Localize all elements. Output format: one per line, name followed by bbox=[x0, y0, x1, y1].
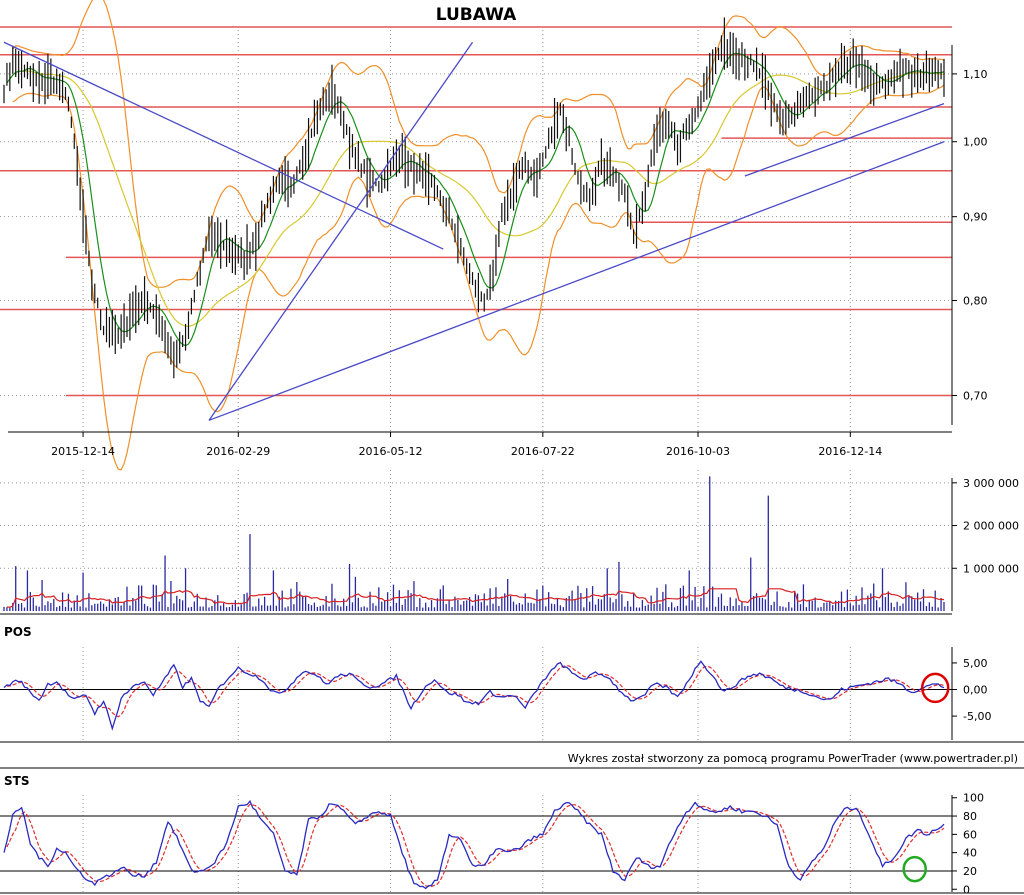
pos-highlight-circle bbox=[920, 672, 950, 704]
price-x-tick-label: 2015-12-14 bbox=[51, 445, 115, 458]
trend-line bbox=[744, 103, 945, 177]
pos-panel: 5,00 0,00 -5,00 bbox=[0, 647, 1024, 769]
trend-line bbox=[3, 41, 444, 250]
oscillator-y-tick-label: 40 bbox=[963, 847, 977, 860]
oscillator-y-tick-label: 20 bbox=[963, 865, 977, 878]
volume-y-tick-label: 2 000 000 bbox=[963, 520, 1019, 533]
oscillator-main-line bbox=[3, 799, 945, 890]
price-x-tick-label: 2016-07-22 bbox=[511, 445, 575, 458]
bollinger-upper-line bbox=[12, 0, 945, 288]
volume-y-tick-label: 1 000 000 bbox=[963, 562, 1019, 575]
oscillator-signal-line bbox=[6, 665, 945, 718]
oscillator-main-line bbox=[3, 660, 945, 731]
oscillator-y-tick-label: 60 bbox=[963, 828, 977, 841]
chart-title: LUBAWA bbox=[436, 5, 517, 25]
volume-panel: 1 000 000 2 000 000 3 000 000 bbox=[0, 470, 1019, 615]
oscillator-y-tick-label: 5,00 bbox=[963, 657, 988, 670]
price-y-tick-label: 1,00 bbox=[963, 136, 988, 149]
volume-average-line bbox=[6, 588, 945, 608]
sts-panel-label: STS bbox=[4, 774, 29, 788]
price-x-tick-label: 2016-10-03 bbox=[666, 445, 730, 458]
sma-fast-line bbox=[6, 52, 945, 347]
sts-highlight-circle bbox=[902, 855, 927, 883]
price-panel: 0,70 0,80 0,90 1,00 1,10 2015-12-14 2016-02-29… bbox=[0, 0, 988, 471]
oscillator-signal-line bbox=[6, 803, 945, 888]
price-x-tick-label: 2016-02-29 bbox=[206, 445, 270, 458]
trend-line bbox=[208, 41, 474, 421]
oscillator-y-tick-label: 0,00 bbox=[963, 684, 988, 697]
price-y-tick-label: 1,10 bbox=[963, 68, 988, 81]
price-x-tick-label: 2016-12-14 bbox=[818, 445, 882, 458]
trend-line bbox=[208, 141, 945, 421]
oscillator-y-tick-label: 100 bbox=[963, 792, 984, 805]
oscillator-y-tick-label: 0 bbox=[963, 883, 970, 895]
oscillator-y-tick-label: -5,00 bbox=[963, 710, 991, 723]
sts-panel: 100 80 60 40 20 0 bbox=[0, 792, 1024, 895]
pos-panel-label: POS bbox=[4, 625, 32, 639]
sma-slow-line bbox=[9, 70, 945, 328]
volume-y-tick-label: 3 000 000 bbox=[963, 477, 1019, 490]
price-x-tick-label: 2016-05-12 bbox=[359, 445, 423, 458]
price-y-tick-label: 0,90 bbox=[963, 211, 988, 224]
price-y-tick-label: 0,80 bbox=[963, 294, 988, 307]
price-y-tick-label: 0,70 bbox=[963, 390, 988, 403]
footer-credit: Wykres został stworzony za pomocą progra… bbox=[568, 752, 1018, 765]
oscillator-y-tick-label: 80 bbox=[963, 810, 977, 823]
